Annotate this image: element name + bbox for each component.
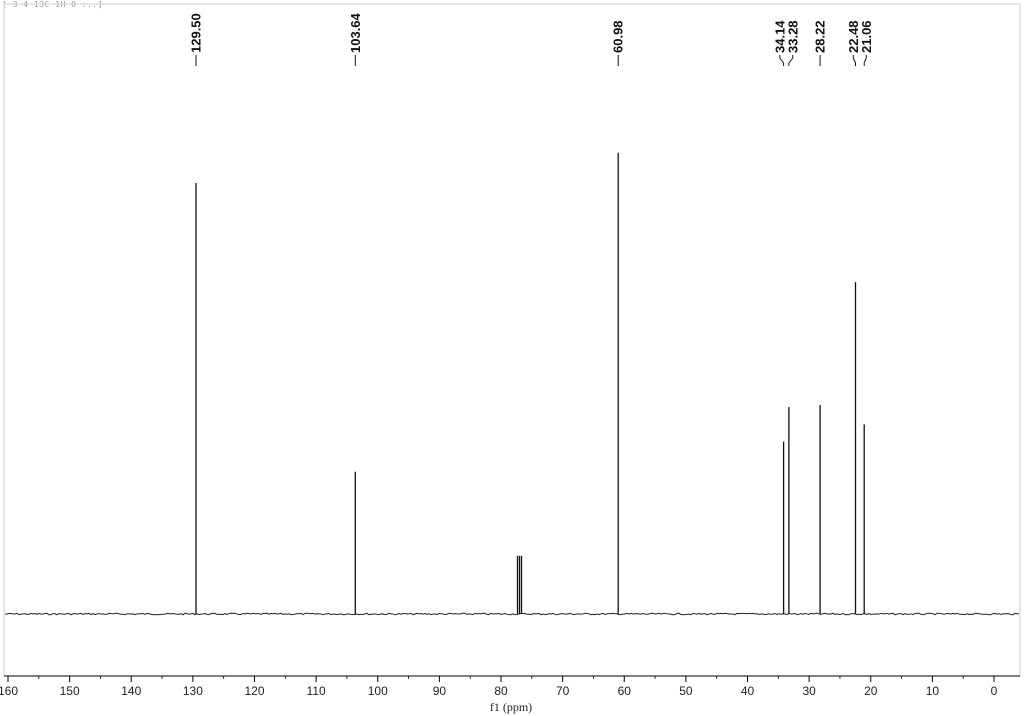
x-tick-label-90: 90 bbox=[433, 684, 447, 698]
baseline bbox=[4, 612, 1020, 616]
x-tick-label-50: 50 bbox=[679, 684, 693, 698]
peak-label-leader-22.48 bbox=[852, 55, 856, 66]
peak-label-34.14: 34.14 bbox=[772, 20, 787, 53]
baseline-trace bbox=[4, 612, 1020, 616]
plot-border bbox=[3, 3, 1021, 677]
peak-label-28.22: 28.22 bbox=[813, 20, 828, 53]
x-tick-label-80: 80 bbox=[494, 684, 508, 698]
x-tick-label-10: 10 bbox=[926, 684, 940, 698]
peak-label-33.28: 33.28 bbox=[785, 20, 800, 53]
peaks-group bbox=[195, 152, 865, 614]
x-axis-label: f1 (ppm) bbox=[490, 700, 532, 714]
x-tick-label-120: 120 bbox=[244, 684, 264, 698]
peak-label-22.48: 22.48 bbox=[846, 20, 861, 53]
x-tick-label-60: 60 bbox=[618, 684, 632, 698]
x-tick-label-0: 0 bbox=[991, 684, 998, 698]
x-tick-label-30: 30 bbox=[802, 684, 816, 698]
peak-label-leader-33.28 bbox=[788, 55, 794, 66]
x-axis-ticks: 160 150 140 130 120 110 100 90 80 70 60 50 40 30 20 10 0 bbox=[0, 676, 998, 698]
peak-label-103.64: 103.64 bbox=[348, 12, 363, 53]
x-tick-label-100: 100 bbox=[368, 684, 388, 698]
peak-label-leader-21.06 bbox=[863, 55, 867, 66]
peak-label-21.06: 21.06 bbox=[859, 20, 874, 53]
x-tick-label-70: 70 bbox=[556, 684, 570, 698]
x-tick-label-40: 40 bbox=[741, 684, 755, 698]
peak-label-60.98: 60.98 bbox=[611, 20, 626, 53]
x-tick-label-20: 20 bbox=[864, 684, 878, 698]
peak-label-129.50: 129.50 bbox=[189, 13, 204, 53]
x-tick-label-140: 140 bbox=[121, 684, 141, 698]
x-tick-label-150: 150 bbox=[60, 684, 80, 698]
x-tick-label-110: 110 bbox=[307, 684, 326, 698]
x-tick-label-130: 130 bbox=[183, 684, 203, 698]
peak-label-leader-34.14 bbox=[779, 55, 785, 66]
x-tick-label-160: 160 bbox=[0, 684, 18, 698]
